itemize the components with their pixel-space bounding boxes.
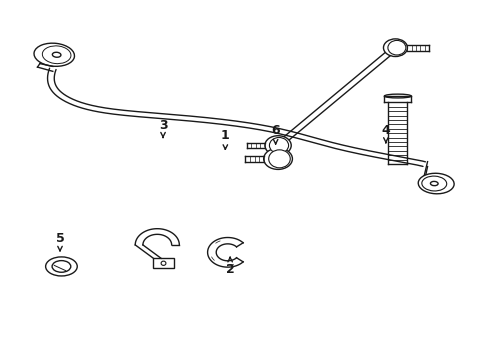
Text: 2: 2 — [225, 257, 234, 276]
Ellipse shape — [417, 173, 453, 194]
Text: 4: 4 — [381, 124, 389, 143]
Ellipse shape — [263, 148, 292, 170]
Ellipse shape — [269, 138, 288, 153]
Ellipse shape — [429, 181, 437, 186]
Text: 5: 5 — [56, 232, 64, 251]
Ellipse shape — [421, 176, 446, 191]
Ellipse shape — [52, 261, 71, 272]
Text: 3: 3 — [159, 119, 167, 138]
Text: 6: 6 — [271, 124, 280, 144]
Ellipse shape — [387, 40, 405, 55]
Ellipse shape — [268, 150, 290, 168]
Text: 1: 1 — [221, 129, 229, 149]
Ellipse shape — [383, 39, 407, 57]
Bar — [153, 258, 173, 268]
Ellipse shape — [45, 257, 77, 276]
Ellipse shape — [264, 136, 291, 155]
